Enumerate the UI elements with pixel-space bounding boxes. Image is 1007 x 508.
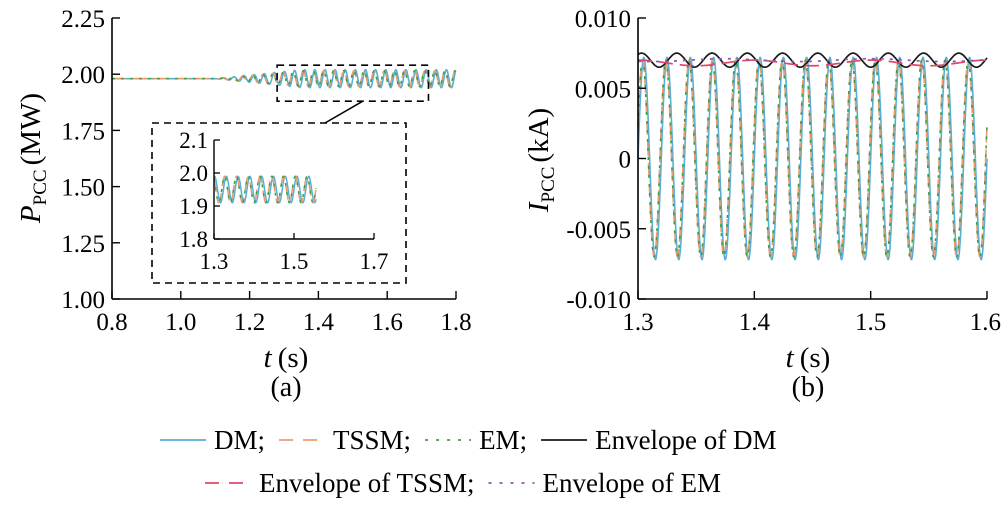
panel-a-inset-y-tick-label: 2.0 [179,161,208,186]
panel-a-inset-y-tick-label: 2.1 [179,128,208,153]
panel-b-y-tick-label: 0 [619,147,632,174]
panel-a-series-tssm [112,69,457,88]
legend-label-em: EM; [479,425,527,455]
panel-b-series-em [637,58,988,259]
panel-b-y-tick-label: -0.010 [566,287,631,314]
panel-b-y-tick-label: 0.010 [575,6,631,33]
panel-b-x-axis-label: t (s) [786,342,831,374]
panel-a-caption: (a) [270,372,301,403]
panel-b-caption: (b) [792,372,825,403]
panel-a-x-tick-label: 1.4 [303,309,335,336]
panel-a-inset-y-tick-label: 1.9 [179,194,208,219]
panel-a-x-tick-label: 1.6 [372,309,403,336]
panel-a-x-tick-label: 1.8 [440,309,471,336]
panel-b-y-tick-label: 0.005 [575,76,631,103]
legend-label-tssm: TSSM; [333,425,411,455]
legend-label-env_dm: Envelope of DM [595,425,776,455]
panel-a-y-axis-label: PPCC(MW) [15,93,51,224]
panel-b-chart: 1.3 1.4 1.5 1.6 -0.010 -0.005 0 0.005 0.010 IPCC… [523,6,1001,403]
panel-a-x-tick-label: 1.2 [234,309,265,336]
panel-a-x-tick-label: 0.8 [96,309,127,336]
panel-a-inset-x-tick-label: 1.5 [280,249,309,274]
panel-b-x-tick-label: 1.6 [970,309,1001,336]
panel-b-series-env_dm [637,52,988,69]
panel-a-zoom-box [276,64,430,102]
panel-b-series-dm [637,56,988,261]
panel-b-x-tick-label: 1.3 [622,309,653,336]
panel-a-y-tick-label: 2.00 [61,62,105,89]
panel-a-inset-x-tick-label: 1.7 [360,249,389,274]
panel-a-inset-series-tssm [213,175,317,204]
panel-b-y-axis-label: IPCC(kA) [523,108,559,213]
panel-a-y-tick-label: 1.75 [61,118,105,145]
panel-b-x-tick-label: 1.4 [739,309,771,336]
panel-a-inset-series-dm [213,175,317,204]
panel-a-zoom-connector [324,100,364,124]
panel-a-y-tick-label: 1.50 [61,175,105,202]
panel-a-y-tick-label: 1.25 [61,231,105,258]
panel-a-inset-y-tick-label: 1.8 [179,227,208,252]
legend-label-dm: DM; [214,425,265,455]
panel-b-x-tick-label: 1.5 [855,309,886,336]
panel-a-x-axis-label: t (s) [264,342,309,374]
legend-label-env_tssm: Envelope of TSSM; [259,468,475,498]
panel-a-y-tick-label: 2.25 [61,6,105,33]
panel-a-y-tick-label: 1.00 [61,287,105,314]
legend: DM; TSSM; EM; Envelope of DM Envelope of TSS… [160,425,777,498]
panel-b-series-env_tssm [638,59,987,67]
panel-a-x-tick-label: 1.0 [165,309,196,336]
panel-b-y-tick-label: -0.005 [566,217,631,244]
panel-a-inset-x-tick-label: 1.3 [200,249,229,274]
legend-label-env_em: Envelope of EM [543,468,721,498]
panel-a-chart: 0.8 1.0 1.2 1.4 1.6 1.8 1.00 1.25 1.50 1.75 2.00 2.… [15,6,472,403]
